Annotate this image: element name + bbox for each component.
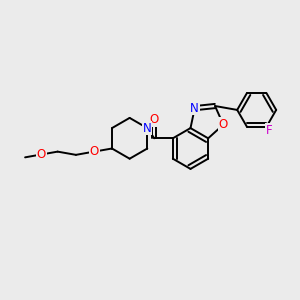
Text: O: O	[37, 148, 46, 161]
Text: N: N	[143, 122, 152, 135]
Text: O: O	[90, 145, 99, 158]
Text: F: F	[266, 124, 272, 137]
Text: O: O	[219, 118, 228, 131]
Text: O: O	[150, 113, 159, 126]
Text: N: N	[190, 102, 199, 115]
